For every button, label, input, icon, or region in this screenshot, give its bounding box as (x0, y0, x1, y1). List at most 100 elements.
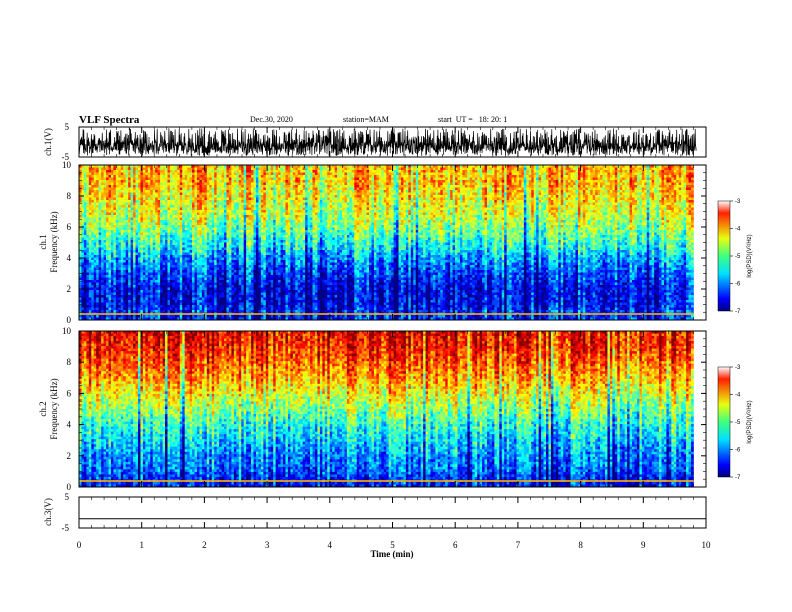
heatmap-cell-1216 (610, 175, 613, 178)
heatmap-cell-947 (563, 173, 566, 176)
heatmap-cell-3589 (298, 200, 301, 203)
heatmap-cell-1305 (214, 178, 217, 181)
heatmap-cell-1919 (494, 183, 497, 186)
heatmap-cell-265 (116, 168, 119, 171)
heatmap-cell-1300 (202, 178, 205, 181)
heatmap-cell-4759 (101, 213, 104, 216)
heatmap-cell-694 (556, 170, 559, 173)
heatmap-cell-435 (534, 168, 537, 171)
heatmap-cell-1674 (507, 180, 510, 183)
heatmap-cell-833 (283, 173, 286, 176)
heatmap-cell-2350 (325, 188, 328, 191)
heatmap-cell-545 (190, 170, 193, 173)
heatmap-cell-1672 (502, 180, 505, 183)
heatmap-cell-3811 (229, 203, 232, 206)
heatmap-cell-1914 (482, 183, 485, 186)
heatmap-cell-1913 (480, 183, 483, 186)
heatmap-cell-473 (627, 168, 630, 171)
heatmap-cell-4821 (254, 213, 257, 216)
heatmap-cell-430 (521, 168, 524, 171)
heatmap-cell-639 (421, 170, 424, 173)
heatmap-cell-3851 (327, 203, 330, 206)
heatmap-cell-3801 (204, 203, 207, 206)
heatmap-cell-1447 (563, 178, 566, 181)
heatmap-cell-842 (305, 173, 308, 176)
heatmap-cell-3797 (195, 203, 198, 206)
heatmap-cell-4398 (443, 208, 446, 211)
heatmap-cell-1373 (381, 178, 384, 181)
heatmap-cell-491 (671, 168, 674, 171)
heatmap-cell-4711 (598, 210, 601, 213)
heatmap-cell-2259 (101, 188, 104, 191)
heatmap-cell-3700 (571, 200, 574, 203)
heatmap-cell-3892 (428, 203, 431, 206)
heatmap-cell-3039 (175, 195, 178, 198)
heatmap-cell-2610 (349, 190, 352, 193)
heatmap-cell-936 (536, 173, 539, 176)
heatmap-cell-903 (455, 173, 458, 176)
heatmap-cell-2574 (261, 190, 264, 193)
heatmap-cell-2386 (413, 188, 416, 191)
heatmap-cell-3300 (202, 198, 205, 201)
heatmap-cell-4054 (212, 205, 215, 208)
heatmap-cell-3008 (99, 195, 102, 198)
heatmap-cell-3238 (664, 195, 667, 198)
heatmap-cell-2438 (541, 188, 544, 191)
heatmap-cell-1789 (175, 183, 178, 186)
heatmap-cell-3958 (590, 203, 593, 206)
heatmap-cell-2114 (359, 185, 362, 188)
heatmap-cell-895 (435, 173, 438, 176)
heatmap-cell-3311 (229, 198, 232, 201)
heatmap-cell-4762 (108, 213, 111, 216)
heatmap-cell-1441 (548, 178, 551, 181)
heatmap-cell-4744 (679, 210, 682, 213)
heatmap-cell-4285 (165, 208, 168, 211)
heatmap-cell-1335 (288, 178, 291, 181)
heatmap-cell-4682 (526, 210, 529, 213)
heatmap-cell-4604 (335, 210, 338, 213)
heatmap-cell-4031 (155, 205, 158, 208)
heatmap-cell-1562 (231, 180, 234, 183)
heatmap-cell-3112 (354, 195, 357, 198)
heatmap-cell-3083 (283, 195, 286, 198)
heatmap-cell-2026 (143, 185, 146, 188)
heatmap-cell-1686 (536, 180, 539, 183)
heatmap-cell-1591 (303, 180, 306, 183)
heatmap-cell-889 (421, 173, 424, 176)
heatmap-cell-1113 (357, 175, 360, 178)
heatmap-cell-3237 (662, 195, 665, 198)
heatmap-cell-3245 (681, 195, 684, 198)
heatmap-cell-1141 (426, 175, 429, 178)
heatmap-cell-3404 (458, 198, 461, 201)
heatmap-cell-386 (413, 168, 416, 171)
heatmap-cell-2630 (399, 190, 402, 193)
heatmap-cell-2648 (443, 190, 446, 193)
heatmap-cell-3366 (364, 198, 367, 201)
heatmap-cell-3569 (249, 200, 252, 203)
heatmap-cell-732 (649, 170, 652, 173)
heatmap-cell-4288 (172, 208, 175, 211)
heatmap-cell-3127 (391, 195, 394, 198)
heatmap-cell-1021 (131, 175, 134, 178)
heatmap-cell-4116 (364, 205, 367, 208)
heatmap-cell-4408 (467, 208, 470, 211)
heatmap-cell-4198 (566, 205, 569, 208)
heatmap-cell-1413 (480, 178, 483, 181)
heatmap-cell-3611 (352, 200, 355, 203)
heatmap-cell-1670 (497, 180, 500, 183)
heatmap-cell-2983 (652, 193, 655, 196)
heatmap-cell-2098 (320, 185, 323, 188)
heatmap-cell-4292 (182, 208, 185, 211)
heatmap-cell-2548 (197, 190, 200, 193)
heatmap-cell-657 (465, 170, 468, 173)
heatmap-cell-1634 (408, 180, 411, 183)
heatmap-cell-2315 (239, 188, 242, 191)
heatmap-cell-2631 (401, 190, 404, 193)
heatmap-cell-4558 (222, 210, 225, 213)
heatmap-cell-3460 (595, 198, 598, 201)
heatmap-cell-360 (349, 168, 352, 171)
heatmap-cell-4050 (202, 205, 205, 208)
heatmap-cell-4371 (376, 208, 379, 211)
heatmap-cell-4716 (610, 210, 613, 213)
heatmap-cell-2039 (175, 185, 178, 188)
